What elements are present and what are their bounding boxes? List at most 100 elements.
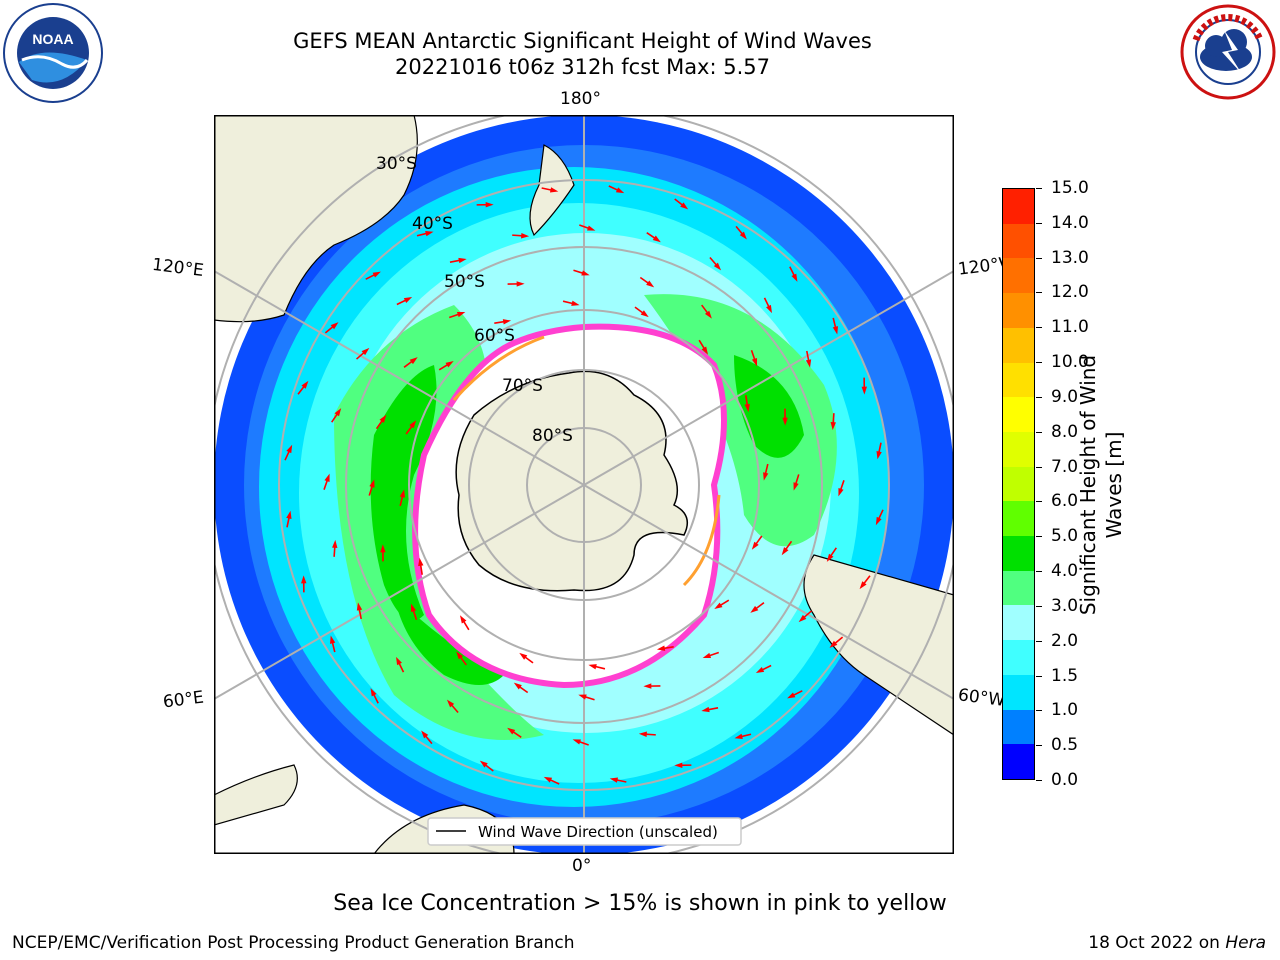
colorbar-tick-label: 10.0 bbox=[1051, 352, 1089, 373]
wind-arrow-head bbox=[521, 233, 530, 239]
wind-arrow-head bbox=[513, 682, 522, 690]
wind-arrow-head bbox=[751, 541, 759, 550]
wind-arrow-head bbox=[782, 417, 788, 426]
colorbar-label-line2: Waves [m] bbox=[1102, 431, 1126, 539]
wind-arrow-head bbox=[755, 667, 765, 673]
wind-arrow-head bbox=[750, 605, 759, 613]
wind-arrow-head bbox=[581, 270, 590, 276]
colorbar-tick-mark bbox=[1036, 327, 1042, 329]
colorbar-tick-label: 4.0 bbox=[1051, 561, 1079, 582]
wind-arrow-head bbox=[766, 304, 772, 314]
wind-arrow-head bbox=[369, 479, 375, 488]
wind-arrow-head bbox=[379, 414, 387, 423]
footer-branch: NCEP/EMC/Verification Post Processing Pr… bbox=[12, 933, 575, 953]
wind-arrow-head bbox=[456, 312, 466, 318]
wind-arrow-head bbox=[286, 510, 292, 520]
colorbar-tick-mark bbox=[1036, 745, 1042, 747]
colorbar-tick-label: 12.0 bbox=[1051, 282, 1089, 303]
lon-label-180: 180° bbox=[560, 89, 601, 109]
footer-date-text: 18 Oct 2022 on bbox=[1088, 933, 1226, 953]
colorbar-tick-label: 0.0 bbox=[1051, 770, 1079, 790]
wind-arrow-head bbox=[409, 357, 418, 365]
colorbar-tick-mark bbox=[1036, 222, 1042, 224]
wind-arrow-head bbox=[859, 581, 867, 590]
wind-arrow-head bbox=[586, 225, 596, 231]
footer-date: 18 Oct 2022 on Hera bbox=[1088, 933, 1266, 953]
wind-arrow-head bbox=[409, 420, 417, 429]
lat-label-30s: 30°S bbox=[376, 154, 417, 174]
colorbar-tick-label: 9.0 bbox=[1051, 386, 1079, 407]
colorbar-segment bbox=[1003, 501, 1034, 537]
wind-arrow-head bbox=[370, 688, 377, 697]
wind-arrow-head bbox=[739, 231, 747, 240]
wind-arrow-head bbox=[578, 694, 587, 700]
lat-label-50s: 50°S bbox=[444, 272, 485, 292]
wind-arrow-head bbox=[609, 777, 619, 783]
wind-arrow-head bbox=[829, 640, 838, 648]
lon-label-0: 0° bbox=[572, 856, 592, 876]
lat-label-40s: 40°S bbox=[412, 214, 453, 234]
wind-arrow-head bbox=[332, 539, 338, 548]
wind-arrow-head bbox=[805, 359, 812, 368]
colorbar-tick-label: 0.5 bbox=[1051, 735, 1079, 756]
colorbar-tick-mark bbox=[1036, 501, 1042, 503]
wind-arrow-head bbox=[832, 326, 838, 335]
colorbar-segment bbox=[1003, 605, 1034, 641]
lon-label-120e: 120°E bbox=[150, 254, 205, 282]
wind-arrow-head bbox=[543, 776, 553, 783]
lat-label-70s: 70°S bbox=[502, 376, 543, 396]
colorbar-tick-mark bbox=[1036, 780, 1042, 781]
wind-arrow-head bbox=[702, 652, 712, 658]
map-panel: 30°S 40°S 50°S 60°S 70°S 80°S Wind Wave … bbox=[213, 114, 955, 855]
wind-arrow-head bbox=[714, 602, 723, 610]
colorbar-tick-mark bbox=[1036, 257, 1042, 259]
colorbar-segment bbox=[1003, 674, 1034, 710]
colorbar-tick-mark bbox=[1036, 640, 1042, 642]
noaa-logo-text: NOAA bbox=[32, 31, 73, 47]
colorbar-tick-mark bbox=[1036, 362, 1042, 364]
wind-arrow-head bbox=[516, 281, 525, 287]
wind-arrow-head bbox=[479, 760, 488, 768]
colorbar-segment bbox=[1003, 189, 1034, 224]
wind-arrow-head bbox=[502, 319, 512, 325]
sea-ice-caption: Sea Ice Concentration > 15% is shown in … bbox=[333, 891, 947, 916]
wind-arrow-head bbox=[826, 553, 834, 562]
colorbar-tick-mark bbox=[1036, 710, 1042, 712]
wind-arrow-head bbox=[701, 706, 710, 713]
wind-arrow-head bbox=[372, 271, 381, 278]
wind-arrow-head bbox=[638, 731, 647, 737]
colorbar-tick-label: 11.0 bbox=[1051, 317, 1089, 338]
wind-arrow-head bbox=[744, 403, 750, 413]
colorbar-tick-mark bbox=[1036, 188, 1042, 189]
colorbar-segment bbox=[1003, 397, 1034, 432]
colorbar-tick-label: 14.0 bbox=[1051, 212, 1089, 233]
wind-arrow-head bbox=[519, 652, 528, 660]
wind-arrow-head bbox=[301, 575, 307, 584]
wind-arrow-head bbox=[640, 310, 649, 318]
wind-arrow-head bbox=[793, 482, 799, 491]
colorbar-tick-label: 5.0 bbox=[1051, 526, 1079, 547]
colorbar-tick-mark bbox=[1036, 605, 1042, 607]
wind-arrow-head bbox=[838, 487, 844, 497]
map-subtitle: 20221016 t06z 312h fcst Max: 5.57 bbox=[395, 55, 770, 79]
wind-arrow-head bbox=[330, 322, 339, 330]
colorbar-segment bbox=[1003, 362, 1034, 398]
wind-arrow-head bbox=[334, 408, 342, 417]
wind-arrow-head bbox=[734, 733, 743, 739]
wind-arrow-head bbox=[324, 473, 330, 483]
colorbar-tick-label: 2.0 bbox=[1051, 630, 1079, 651]
lat-label-60s: 60°S bbox=[474, 326, 515, 346]
colorbar-tick-label: 6.0 bbox=[1051, 491, 1079, 512]
colorbar-tick-label: 8.0 bbox=[1051, 421, 1079, 442]
wind-arrow-head bbox=[704, 310, 712, 319]
wind-arrow-head bbox=[588, 664, 597, 670]
wind-arrow-head bbox=[656, 645, 666, 651]
wind-arrow-head bbox=[652, 235, 661, 243]
wind-arrow-head bbox=[791, 273, 798, 282]
colorbar-tick-label: 1.5 bbox=[1051, 665, 1079, 686]
colorbar-segment bbox=[1003, 744, 1034, 779]
wind-arrow-head bbox=[380, 544, 386, 553]
wind-arrow-head bbox=[361, 347, 370, 356]
wind-arrow-head bbox=[571, 300, 580, 306]
wind-arrow-head bbox=[459, 615, 467, 624]
